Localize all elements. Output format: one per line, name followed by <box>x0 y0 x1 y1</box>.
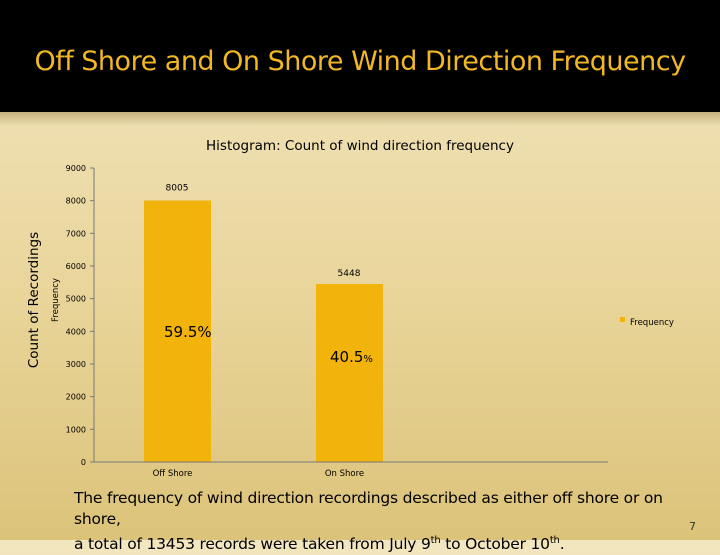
y-tick-labels: 0 1000 2000 3000 4000 5000 6000 7000 8000 9000 <box>66 164 94 467</box>
x-tick-labels: Off Shore On Shore <box>153 469 365 479</box>
y-tick-label-6: 6000 <box>66 262 86 271</box>
x-tick-label-0: Off Shore <box>153 469 193 479</box>
percent-label-0: 59.5% <box>164 323 212 341</box>
bar-0 <box>144 200 211 462</box>
y-tick-label-9: 9000 <box>66 164 86 173</box>
percent-unit-1: % <box>363 354 373 365</box>
caption-sup-2: th <box>549 535 560 546</box>
legend-label: Frequency <box>630 318 674 328</box>
y-tick-label-0: 0 <box>81 458 86 467</box>
slide-caption: The frequency of wind direction recordin… <box>74 488 704 555</box>
slide-title: Off Shore and On Shore Wind Direction Fr… <box>34 46 686 77</box>
title-band-shadow <box>0 112 720 126</box>
y-tick-label-8: 8000 <box>66 197 86 206</box>
x-tick-label-1: On Shore <box>325 469 364 479</box>
y-axis-label: Frequency <box>51 278 61 322</box>
caption-sup-1: th <box>430 535 441 546</box>
legend: Frequency <box>620 317 674 328</box>
caption-line-2a: a total of 13453 records were taken from… <box>74 535 431 554</box>
y-tick-label-1: 1000 <box>66 425 86 434</box>
y-tick-label-7: 7000 <box>66 229 86 238</box>
percent-value-1: 40.5 <box>330 348 363 366</box>
outer-y-axis-label: Count of Recordings <box>26 232 42 368</box>
y-tick-label-3: 3000 <box>66 360 86 369</box>
legend-swatch <box>620 317 625 322</box>
caption-line-2c: . <box>559 535 565 554</box>
y-tick-label-5: 5000 <box>66 295 86 304</box>
y-tick-label-2: 2000 <box>66 393 86 402</box>
percent-value-0: 59.5 <box>164 323 197 341</box>
caption-line-2b: to October 10 <box>440 535 550 554</box>
percent-label-1: 40.5% <box>330 348 373 366</box>
title-band <box>0 0 720 112</box>
caption-line-1: The frequency of wind direction recordin… <box>74 489 663 528</box>
page-number: 7 <box>689 520 696 533</box>
wind-direction-chart: Histogram: Count of wind direction frequ… <box>26 138 674 479</box>
chart-title: Histogram: Count of wind direction frequ… <box>206 138 514 154</box>
bar-1 <box>316 284 383 462</box>
bar-value-label-0: 8005 <box>166 184 189 194</box>
bar-value-label-1: 5448 <box>338 269 361 279</box>
percent-unit-0: % <box>197 323 211 341</box>
y-tick-label-4: 4000 <box>66 327 86 336</box>
bars <box>144 200 383 462</box>
